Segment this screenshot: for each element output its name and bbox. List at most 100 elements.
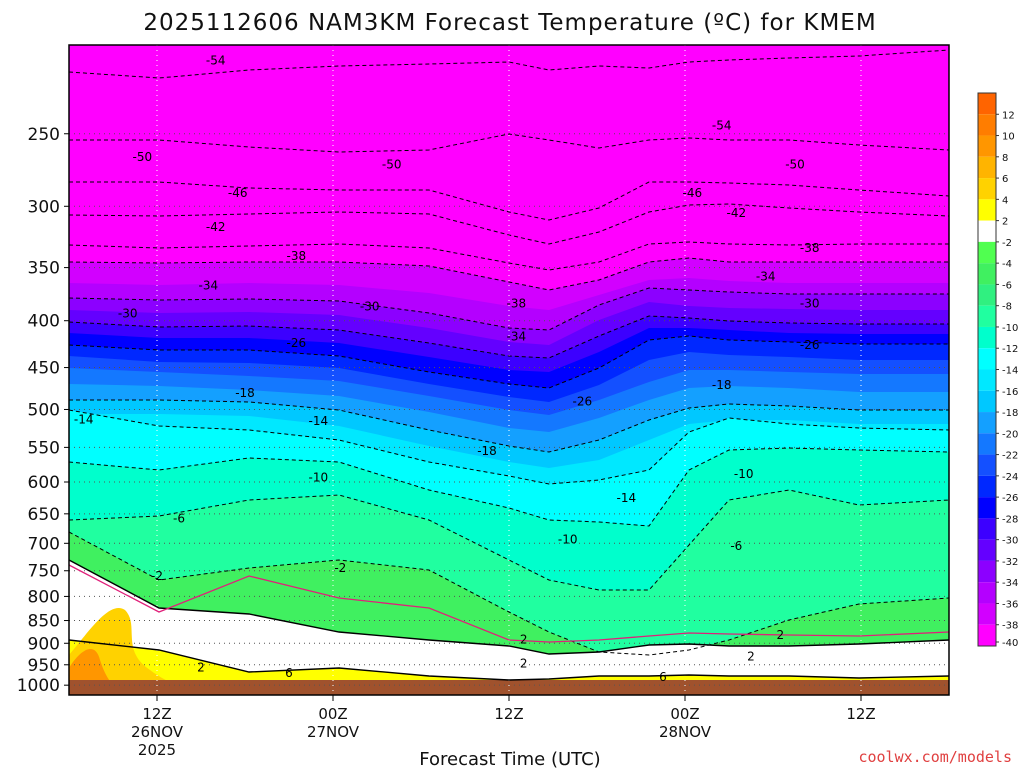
contour-label-group: -6 — [173, 512, 185, 526]
contour-label-group: -14 — [309, 414, 329, 428]
contour-label-group: -10 — [309, 470, 329, 484]
contour-label-group: 2 — [777, 628, 785, 642]
contour-label: -34 — [199, 278, 219, 292]
gridlines — [69, 45, 949, 695]
contour-label: -34 — [507, 329, 527, 343]
colorbar-segment — [978, 114, 996, 136]
contour-line--10 — [68, 447, 950, 527]
contour-label-group: -54 — [712, 119, 732, 133]
colorbar-label: -14 — [1002, 366, 1018, 377]
contour-line--38 — [68, 257, 949, 291]
colorbar-label: -18 — [1002, 408, 1018, 419]
chart-title: 2025112606 NAM3KM Forecast Temperature (… — [143, 10, 876, 36]
colorbar-segment — [978, 241, 996, 264]
contour-label-group: -14 — [617, 491, 637, 505]
colorbar-segment — [978, 326, 996, 349]
contour-label: -50 — [785, 157, 805, 171]
y-tick-label: 450 — [28, 359, 60, 379]
contour-line--40 — [68, 241, 949, 271]
contour-label-group: -54 — [206, 54, 226, 68]
y-tick-label: 500 — [28, 400, 60, 420]
contour-label-group: -50 — [785, 157, 805, 171]
contour-label: -34 — [756, 270, 776, 284]
contour-line--50 — [69, 133, 950, 153]
contour-label: -14 — [309, 414, 329, 428]
colorbar-segment — [978, 582, 996, 604]
contour-label-group: -14 — [74, 413, 94, 427]
colorbar-segment — [978, 156, 996, 179]
contour-label-group: -30 — [800, 296, 820, 310]
contour-label-group: 2 — [520, 633, 528, 647]
colorbar-segment — [978, 475, 996, 498]
contour-label: -54 — [206, 54, 226, 68]
contour-label-group: -30 — [118, 307, 138, 321]
contour-label: 6 — [285, 666, 293, 680]
colorbar-label: 8 — [1002, 153, 1008, 164]
contour-label-group: 6 — [659, 670, 667, 684]
contour-label: -46 — [228, 186, 248, 200]
contour-label: -18 — [235, 386, 255, 400]
contour-label: -46 — [683, 186, 703, 200]
colorbar-segment — [978, 603, 996, 625]
y-axis: 2503003504004505005506006507007508008509… — [17, 125, 69, 696]
colorbar-label: 2 — [1002, 217, 1008, 228]
contour-label-group: -26 — [287, 336, 307, 350]
colorbar-label: -8 — [1002, 302, 1012, 313]
contour-label: -42 — [206, 220, 226, 234]
contour-label: -26 — [573, 394, 593, 408]
contour-label-group: -46 — [228, 186, 248, 200]
colorbar-label: -10 — [1002, 323, 1018, 334]
colorbar-label: -28 — [1002, 514, 1018, 525]
contour-label-group: 2 — [747, 649, 755, 663]
colorbar-segment — [978, 348, 996, 370]
contour-label: -18 — [712, 378, 732, 392]
contour-line--14 — [68, 409, 950, 485]
contour-label: -30 — [800, 296, 820, 310]
colorbar-segment — [978, 390, 996, 413]
contour-label: -50 — [382, 157, 402, 171]
contour-label-group: -10 — [734, 467, 754, 481]
colorbar-label: -24 — [1002, 472, 1018, 483]
colorbar-label: -6 — [1002, 280, 1012, 291]
colorbar-segment — [978, 220, 996, 242]
contour-line--26 — [68, 335, 949, 389]
contour-label: -2 — [334, 561, 346, 575]
y-tick-label: 1000 — [17, 676, 60, 696]
colorbar-label: -2 — [1002, 238, 1012, 249]
colorbar-segment — [978, 178, 996, 200]
contour-label: -18 — [477, 444, 497, 458]
contour-label: 6 — [659, 670, 667, 684]
contour-line--46 — [69, 181, 950, 221]
contour-label-group: -50 — [133, 150, 153, 164]
colorbar-segment — [978, 454, 996, 476]
y-tick-label: 700 — [28, 534, 60, 554]
contour-label-group: -18 — [712, 378, 732, 392]
y-tick-label: 750 — [28, 562, 60, 582]
contour-label-group: -34 — [199, 278, 219, 292]
colorbar-segment — [978, 305, 996, 327]
contour-label-group: -42 — [206, 220, 226, 234]
contour-label-group: -2 — [334, 561, 346, 575]
contour-label: -10 — [309, 470, 329, 484]
contour-label: -14 — [617, 491, 637, 505]
contour-label-group: -30 — [360, 300, 380, 314]
contour-label-group: -18 — [477, 444, 497, 458]
x-tick-label: 00Z — [670, 705, 699, 723]
colorbar-segment — [978, 433, 996, 455]
ground-band — [69, 680, 949, 695]
contour-label: -10 — [558, 532, 578, 546]
contour-line--6 — [68, 489, 950, 591]
contour-label-group: -50 — [382, 157, 402, 171]
contour-label-group: -26 — [800, 338, 820, 352]
y-tick-label: 400 — [28, 312, 60, 332]
contour-label: 2 — [777, 628, 785, 642]
contour-label: -2 — [151, 569, 163, 583]
contour-label-group: 2 — [197, 661, 205, 675]
colorbar-segment — [978, 560, 996, 583]
contour-label: -30 — [118, 307, 138, 321]
x-axis-label: Forecast Time (UTC) — [419, 749, 600, 768]
colorbar-segment — [978, 369, 996, 391]
temperature-band-2 — [69, 560, 949, 695]
freezing-line — [68, 564, 950, 643]
